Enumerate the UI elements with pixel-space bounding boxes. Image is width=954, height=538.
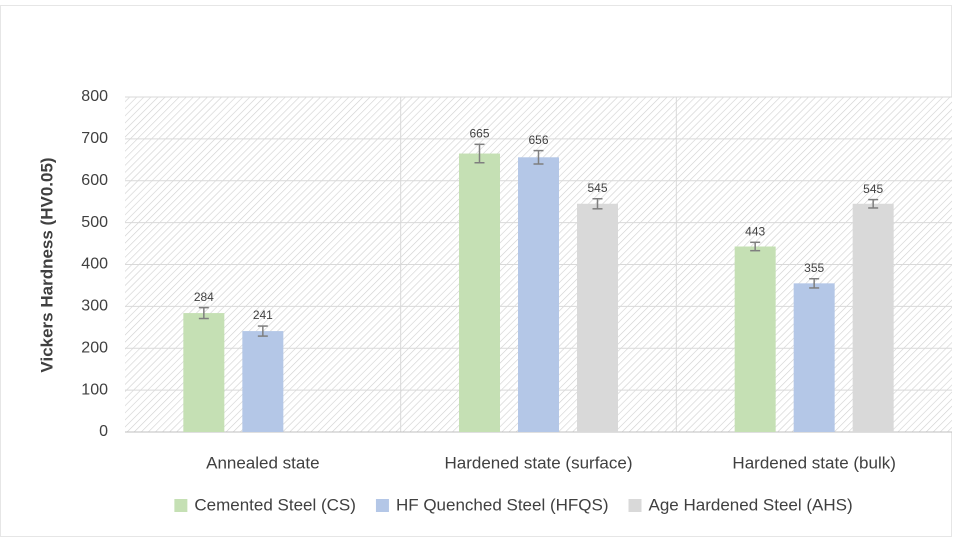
y-tick-label: 700 <box>81 130 108 147</box>
legend-swatch <box>628 499 642 512</box>
x-tick-label: Hardened state (surface) <box>444 453 632 472</box>
legend-label: Age Hardened Steel (AHS) <box>649 495 853 514</box>
data-label: 355 <box>804 261 824 275</box>
bar <box>577 203 618 432</box>
x-tick-label: Hardened state (bulk) <box>732 453 895 472</box>
data-label: 656 <box>528 133 548 147</box>
data-label: 284 <box>194 290 214 304</box>
y-tick-label: 100 <box>81 381 108 398</box>
y-tick-label: 200 <box>81 339 108 356</box>
y-tick-label: 600 <box>81 172 108 189</box>
data-label: 665 <box>469 126 489 140</box>
y-tick-label: 300 <box>81 298 108 315</box>
y-tick-label: 500 <box>81 214 108 231</box>
bar <box>242 331 284 432</box>
data-label: 241 <box>253 308 273 322</box>
legend-label: Cemented Steel (CS) <box>194 495 356 514</box>
bar <box>734 246 776 432</box>
y-tick-label: 0 <box>99 423 108 440</box>
bar <box>852 203 894 432</box>
bar <box>183 313 225 432</box>
y-tick-label: 400 <box>81 256 108 273</box>
legend-swatch <box>174 499 188 512</box>
legend-label: HF Quenched Steel (HFQS) <box>396 495 609 514</box>
x-tick-label: Annealed state <box>206 453 319 472</box>
legend-swatch <box>375 499 389 512</box>
bar <box>518 157 559 433</box>
y-tick-label: 800 <box>81 88 108 105</box>
data-label: 545 <box>587 181 607 195</box>
bar <box>459 153 500 432</box>
y-axis-label: Vickers Hardness (HV0.05) <box>37 157 56 372</box>
bar <box>793 283 835 432</box>
data-label: 545 <box>863 182 883 196</box>
data-label: 443 <box>745 224 765 238</box>
